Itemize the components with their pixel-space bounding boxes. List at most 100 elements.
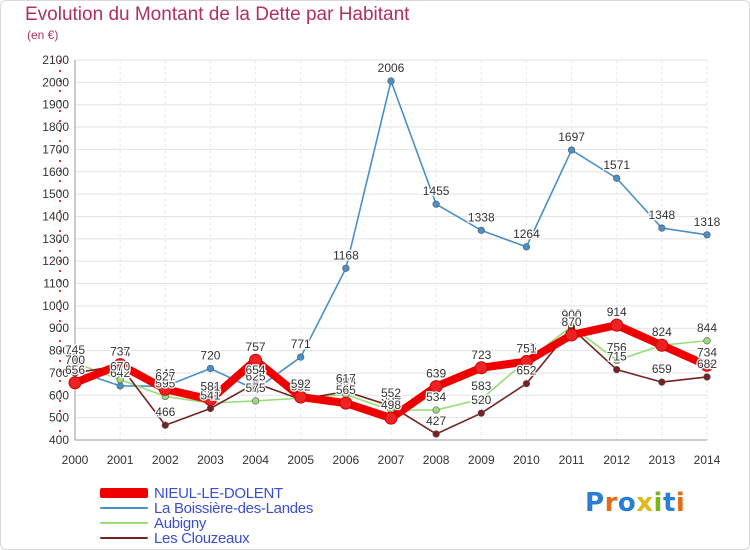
data-label-1-4: 625 — [246, 370, 266, 384]
data-label-1-5: 771 — [291, 337, 311, 351]
data-point-3-3 — [206, 404, 215, 413]
data-label-1-14: 1318 — [694, 215, 721, 229]
data-point-3-12 — [613, 365, 621, 374]
data-label-1-8: 1455 — [423, 184, 450, 198]
data-label-1-3: 720 — [200, 348, 220, 362]
y-tick-label: 1000 — [42, 299, 69, 313]
x-tick-label: 2007 — [378, 453, 405, 467]
data-label-2-12: 756 — [607, 340, 627, 354]
data-point-3-13 — [658, 378, 666, 386]
data-point-0-4 — [249, 353, 263, 367]
x-tick-label: 2002 — [152, 453, 179, 467]
data-label-3-11: 900 — [562, 308, 582, 322]
data-label-3-0: 700 — [65, 353, 85, 367]
x-tick-label: 2009 — [468, 453, 495, 467]
data-point-0-7 — [384, 411, 398, 425]
y-tick-label: 1200 — [42, 254, 69, 268]
data-label-1-9: 1338 — [468, 210, 495, 224]
legend-label: Les Clouzeaux — [154, 529, 250, 547]
data-label-2-13: 824 — [652, 325, 672, 339]
data-point-2-4 — [251, 397, 260, 405]
x-tick-label: 2000 — [62, 453, 89, 467]
data-label-2-10: 755 — [516, 341, 536, 355]
data-point-0-14 — [700, 358, 714, 372]
x-tick-label: 2011 — [559, 453, 585, 467]
y-tick-label: 2100 — [42, 53, 69, 67]
data-label-1-2: 640 — [155, 366, 175, 380]
data-label-3-3: 541 — [200, 388, 220, 402]
data-point-2-1 — [116, 376, 124, 384]
legend-label: NIEUL-LE-DOLENT — [154, 484, 283, 502]
data-label-0-14: 734 — [697, 345, 717, 359]
data-point-0-3 — [203, 393, 217, 407]
data-label-2-9: 583 — [471, 379, 491, 393]
data-point-0-8 — [429, 380, 443, 394]
data-label-2-14: 844 — [697, 321, 717, 335]
x-tick-label: 2012 — [603, 453, 630, 467]
data-label-0-4: 757 — [246, 340, 266, 354]
data-point-2-12 — [613, 356, 621, 365]
data-point-3-4 — [251, 379, 260, 387]
x-tick-label: 2003 — [197, 453, 224, 467]
data-point-2-0 — [71, 359, 79, 367]
data-label-1-0: 710 — [65, 351, 85, 365]
legend-label: La Boissière-des-Landes — [154, 499, 314, 517]
y-tick-label: 1100 — [43, 277, 69, 291]
data-point-3-0 — [71, 369, 79, 377]
data-label-0-12: 914 — [607, 305, 627, 319]
data-label-0-5: 592 — [291, 377, 311, 391]
legend-swatch — [100, 522, 148, 524]
data-point-0-1 — [113, 358, 127, 372]
data-label-2-0: 745 — [65, 343, 85, 357]
data-label-1-13: 1348 — [649, 208, 676, 222]
data-point-1-14 — [703, 231, 711, 239]
logo-letter: i — [675, 488, 686, 518]
data-point-3-7 — [387, 402, 395, 410]
data-label-0-8: 639 — [426, 367, 446, 381]
y-tick-label: 1300 — [42, 232, 69, 246]
data-point-0-10 — [519, 355, 533, 369]
data-point-3-9 — [477, 409, 485, 417]
data-label-2-1: 670 — [110, 360, 130, 374]
data-label-1-12: 1571 — [603, 158, 630, 172]
logo-letter: i — [653, 488, 663, 518]
logo-letter: t — [662, 488, 676, 518]
data-point-1-10 — [522, 243, 531, 251]
data-point-1-11 — [567, 146, 576, 154]
data-label-0-10: 751 — [516, 342, 536, 356]
y-tick-label: 1700 — [42, 142, 69, 156]
data-label-0-6: 565 — [336, 383, 356, 397]
logo-letter: x — [636, 488, 654, 518]
data-point-1-7 — [387, 77, 395, 85]
data-label-3-10: 652 — [516, 364, 536, 378]
data-point-0-9 — [474, 361, 488, 375]
y-tick-label: 700 — [49, 366, 69, 380]
data-label-0-9: 723 — [471, 348, 491, 362]
data-label-2-5: 587 — [291, 378, 311, 392]
data-point-3-6 — [342, 387, 350, 396]
chart-subtitle: (en €) — [27, 28, 59, 42]
legend-item: La Boissière-des-Landes — [100, 499, 314, 517]
data-label-0-7: 498 — [381, 398, 401, 412]
x-tick-label: 2008 — [423, 453, 450, 467]
data-point-1-6 — [342, 264, 350, 272]
data-point-0-11 — [565, 328, 579, 342]
y-tick-label: 800 — [49, 344, 69, 358]
logo-letter: r — [604, 488, 618, 518]
data-point-1-13 — [658, 224, 666, 232]
data-label-3-9: 520 — [471, 393, 491, 407]
y-tick-label: 600 — [49, 388, 69, 402]
data-point-2-8 — [432, 406, 440, 414]
logo-letter: P — [585, 488, 605, 518]
data-label-0-3: 581 — [200, 380, 220, 394]
x-tick-label: 2005 — [287, 453, 314, 467]
y-tick-label: 1500 — [42, 187, 69, 201]
legend-item: Les Clouzeaux — [100, 529, 250, 547]
data-point-1-12 — [613, 174, 621, 182]
x-tick-label: 2001 — [107, 453, 134, 467]
data-label-2-6: 603 — [336, 375, 356, 389]
data-point-1-8 — [432, 200, 440, 208]
data-label-0-11: 870 — [562, 315, 582, 329]
